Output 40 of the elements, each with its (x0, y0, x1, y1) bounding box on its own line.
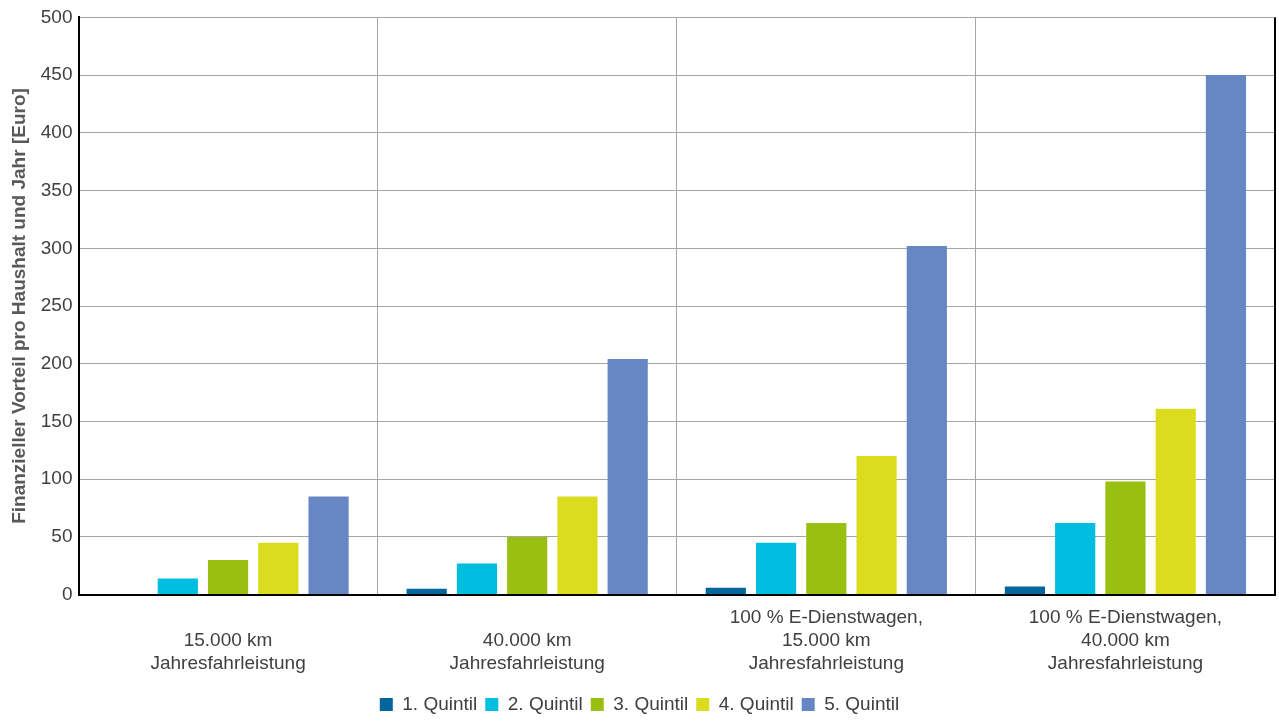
x-tick-label: 100 % E-Dienstwagen, 40.000 km Jahresfahrleistung (1028, 606, 1223, 673)
bar (157, 578, 198, 595)
bar (607, 359, 648, 595)
bar (755, 542, 797, 595)
bar (906, 245, 947, 595)
bar (1105, 481, 1146, 595)
y-tick-label: 150 (40, 409, 73, 431)
bar (557, 496, 598, 595)
y-axis-title: Finanzieller Vorteil pro Haushalt und Jahr [Euro] (7, 88, 29, 524)
bar (1004, 586, 1046, 595)
y-tick-label: 50 (51, 525, 73, 547)
y-tick-label: 500 (40, 5, 73, 27)
bar (856, 456, 897, 595)
y-tick-label: 450 (40, 63, 73, 85)
bar (507, 536, 548, 595)
bar (806, 523, 847, 595)
legend-label: 3. Quintil (613, 692, 689, 714)
bar (207, 559, 249, 595)
y-tick-label: 250 (40, 294, 73, 316)
bar (308, 496, 349, 595)
x-tick-label: 40.000 km Jahresfahrleistung (449, 629, 605, 673)
bar (1205, 75, 1247, 595)
legend-label: 1. Quintil (402, 692, 478, 714)
legend-label: 4. Quintil (718, 692, 794, 714)
bar (456, 563, 498, 595)
y-tick-label: 100 (40, 467, 73, 489)
x-tick-label: 100 % E-Dienstwagen, 15.000 km Jahresfahrleistung (729, 606, 923, 673)
x-tick-label: 15.000 km Jahresfahrleistung (150, 629, 306, 673)
y-tick-label: 350 (40, 178, 73, 200)
y-tick-label: 300 (40, 236, 73, 258)
y-tick-label: 0 (61, 582, 73, 604)
bar (406, 588, 447, 595)
legend-label: 2. Quintil (507, 692, 583, 714)
y-tick-label: 400 (40, 121, 73, 143)
bar (1155, 408, 1196, 595)
y-tick-label: 200 (40, 351, 73, 373)
bar (258, 542, 299, 595)
bar (1055, 523, 1096, 595)
bar (705, 587, 746, 595)
legend-label: 5. Quintil (824, 692, 900, 714)
